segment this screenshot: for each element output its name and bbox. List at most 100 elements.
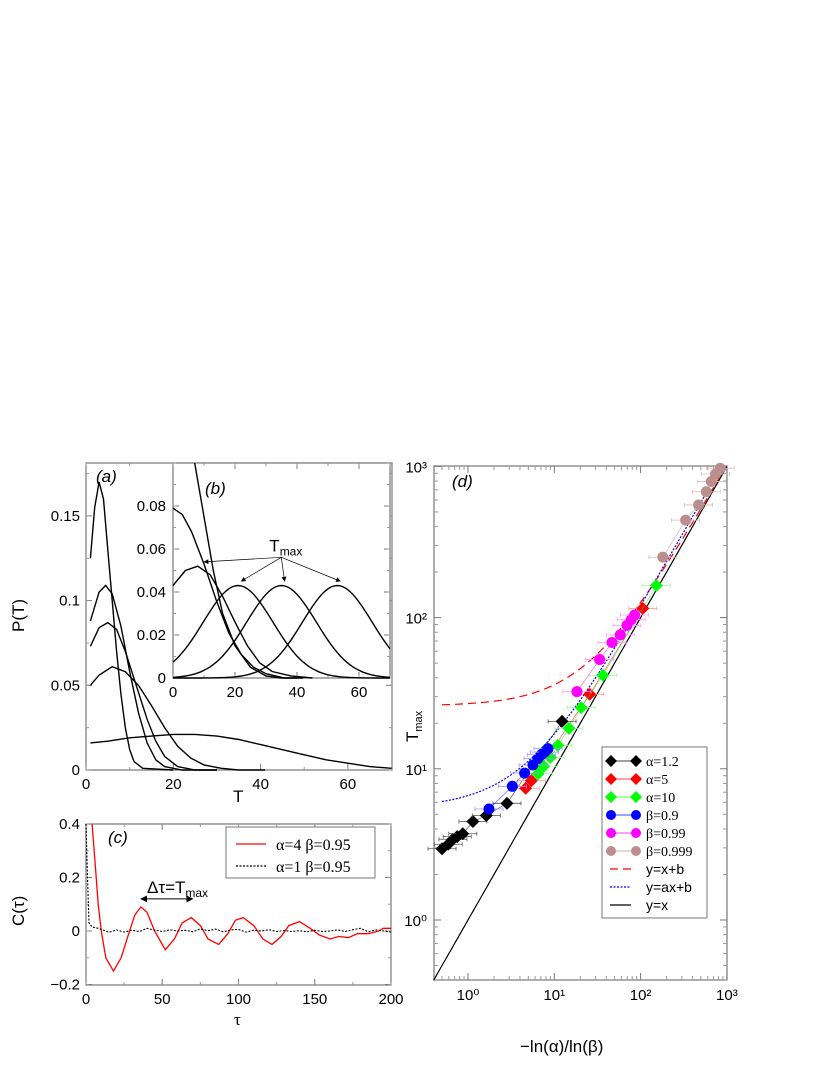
plot-frame-b xyxy=(172,462,391,679)
x-tick-label-d: 10¹ xyxy=(543,987,565,1004)
data-point-diamond xyxy=(500,796,514,810)
data-point-circle xyxy=(606,810,616,820)
panel-label-b: (b) xyxy=(205,479,226,498)
x-tick-label-d: 10⁰ xyxy=(457,987,480,1004)
legend-label-d: β=0.99 xyxy=(646,827,686,842)
curve-a xyxy=(89,621,217,771)
annotation-arrow-b xyxy=(240,556,282,582)
y-tick-label-d: 10¹ xyxy=(405,762,427,779)
x-tick-label-c: 50 xyxy=(154,991,171,1008)
data-point-diamond xyxy=(605,773,617,785)
legend-c: α=4 β=0.95 α=1 β=0.95 xyxy=(225,826,376,879)
y-tick-label-b: 0.06 xyxy=(137,541,166,558)
data-point-diamond xyxy=(531,767,545,781)
y-tick-label-b: 0 xyxy=(158,670,166,687)
y-tick-label-a: 0.15 xyxy=(51,508,80,525)
x-tick-label-b: 0 xyxy=(169,684,177,701)
annotation-arrow-b xyxy=(281,556,341,582)
x-tick-label-b: 40 xyxy=(289,684,306,701)
y-tick-label-d: 10² xyxy=(405,611,427,628)
data-point-diamond xyxy=(555,714,569,728)
x-axis-label-d: −ln(α)/ln(β) xyxy=(520,1037,603,1056)
legend-label-d: y=x xyxy=(646,897,668,913)
curve-c-1 xyxy=(91,823,391,973)
data-point-diamond xyxy=(649,579,663,593)
data-point-diamond xyxy=(574,701,588,715)
x-tick-label-a: 20 xyxy=(165,776,182,793)
y-axis-label-c: C(τ) xyxy=(9,896,28,926)
curve-b xyxy=(172,584,390,679)
data-point-circle xyxy=(506,780,518,792)
data-point-diamond xyxy=(605,755,617,767)
legend-label-d: α=5 xyxy=(646,773,668,788)
data-point-circle xyxy=(700,486,712,498)
data-point-diamond xyxy=(583,687,597,701)
data-point-circle xyxy=(680,514,692,526)
series-d-6 xyxy=(648,462,735,563)
legend-label-d: y=x+b xyxy=(646,861,684,877)
data-point-circle xyxy=(571,686,583,698)
fit-line-y=x xyxy=(433,466,728,981)
y-tick-label-a: 0.05 xyxy=(51,677,80,694)
y-tick-label-c: −0.2 xyxy=(50,977,80,994)
y-tick-label-c: 0 xyxy=(72,923,80,940)
data-point-circle xyxy=(631,828,641,838)
series-d-4 xyxy=(474,743,563,815)
data-point-circle xyxy=(614,629,626,641)
legend-label-d: β=0.9 xyxy=(646,809,679,824)
fit-line-y=ax+b xyxy=(441,468,721,803)
curve-b xyxy=(172,565,313,679)
data-point-circle xyxy=(606,846,616,856)
x-tick-label-a: 0 xyxy=(82,776,90,793)
y-tick-label-b: 0.02 xyxy=(137,627,166,644)
y-tick-label-b: 0.08 xyxy=(137,498,166,515)
x-tick-label-a: 40 xyxy=(252,776,269,793)
y-tick-label-d: 10⁰ xyxy=(404,913,427,930)
data-point-circle xyxy=(542,743,554,755)
data-point-circle xyxy=(657,551,669,563)
data-point-diamond xyxy=(519,781,533,795)
curve-b xyxy=(172,507,304,679)
legend-label-d: α=10 xyxy=(646,791,675,806)
data-point-diamond xyxy=(605,791,617,803)
fit-line-y=x+b xyxy=(441,467,726,706)
x-tick-label-d: 10³ xyxy=(716,987,738,1004)
data-point-circle xyxy=(714,462,726,474)
data-point-circle xyxy=(631,810,641,820)
y-tick-label-a: 0 xyxy=(72,762,80,779)
curve-b xyxy=(172,584,391,678)
panel-label-c: (c) xyxy=(108,828,128,847)
curve-a xyxy=(89,665,265,771)
x-axis-label-a: T xyxy=(233,787,243,806)
series-d-5 xyxy=(562,609,650,698)
legend-label-d: α=1.2 xyxy=(646,755,679,770)
data-point-diamond xyxy=(630,773,642,785)
panel-label-a: (a) xyxy=(96,467,117,486)
annotation-arrow-b xyxy=(203,556,282,565)
data-point-diamond xyxy=(466,815,480,829)
x-tick-label-b: 20 xyxy=(227,684,244,701)
data-point-diamond xyxy=(562,721,576,735)
series-d-1 xyxy=(427,714,577,856)
curve-a xyxy=(89,481,174,771)
data-point-diamond xyxy=(630,791,642,803)
curve-b xyxy=(173,584,391,679)
data-point-circle xyxy=(629,609,641,621)
series-line-d xyxy=(441,721,563,849)
annotation-tmax-b: Tmax xyxy=(269,536,302,558)
data-point-circle xyxy=(606,636,618,648)
x-tick-label-b: 60 xyxy=(351,684,368,701)
data-point-circle xyxy=(594,654,606,666)
legend-box-c xyxy=(225,826,376,879)
x-tick-label-d: 10² xyxy=(630,987,652,1004)
panel-label-d: (d) xyxy=(452,472,473,491)
x-tick-label-c: 0 xyxy=(82,991,90,1008)
data-point-circle xyxy=(693,499,705,511)
data-point-circle xyxy=(631,846,641,856)
y-axis-label-d: Tmax xyxy=(403,710,425,742)
data-point-diamond xyxy=(456,827,470,841)
data-point-circle xyxy=(483,803,495,815)
legend-label-c: α=1 β=0.95 xyxy=(276,859,351,876)
